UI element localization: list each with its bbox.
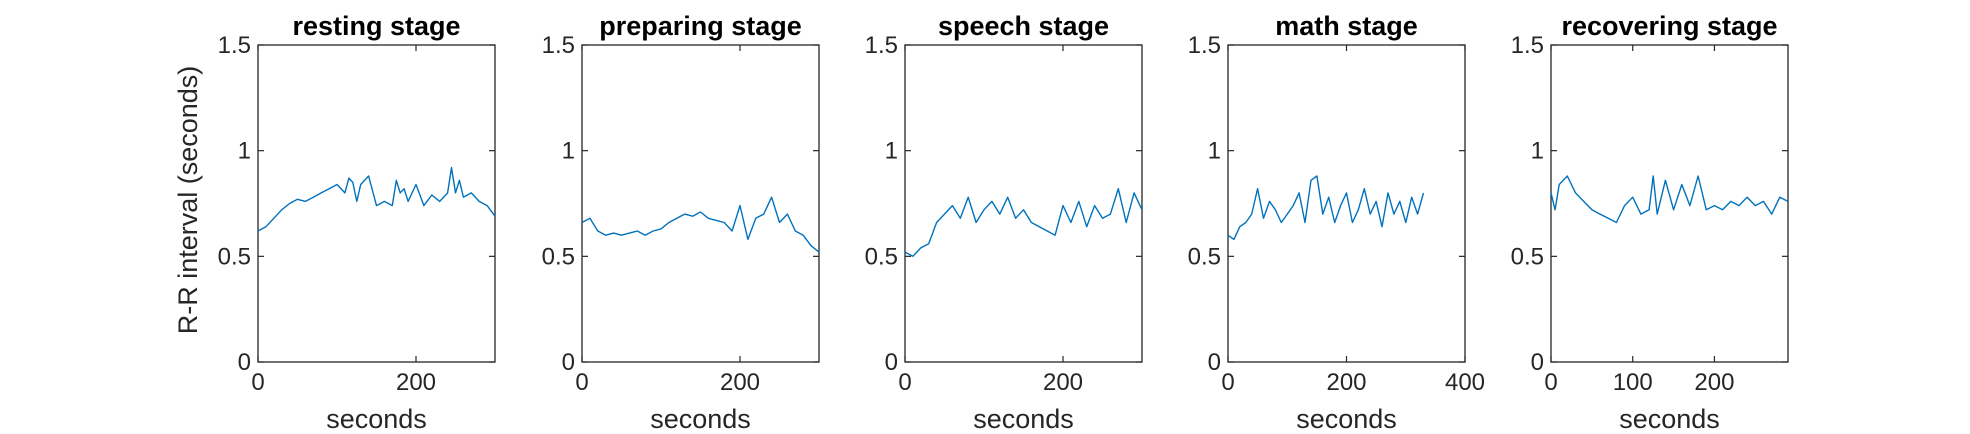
panel-frame (1227, 44, 1466, 363)
x-axis-label: seconds (973, 404, 1074, 434)
panel-title: resting stage (292, 11, 460, 41)
y-tick-label: 1.5 (1511, 32, 1544, 59)
x-tick-label: 0 (251, 369, 264, 396)
y-tick-label: 0.5 (218, 243, 251, 270)
x-tick-label: 200 (1694, 369, 1734, 396)
y-tick-label: 0 (238, 349, 251, 376)
y-tick-label: 0 (1208, 349, 1221, 376)
y-axis-label: R-R interval (seconds) (173, 66, 203, 335)
y-tick-label: 0.5 (1511, 243, 1544, 270)
panel-5: recovering stage 0 0.5 1 1.5 0 100 200 seconds (1511, 11, 1789, 434)
y-tick-label: 0 (562, 349, 575, 376)
rr-interval-trace (581, 196, 820, 253)
x-axis-label: seconds (1619, 404, 1720, 434)
y-tick-label: 1 (562, 138, 575, 165)
x-tick-label: 0 (575, 369, 588, 396)
rr-interval-trace (1227, 175, 1425, 241)
y-tick-label: 1 (885, 138, 898, 165)
rr-interval-trace (1550, 175, 1789, 224)
panel-title: preparing stage (599, 11, 802, 41)
x-axis-label: seconds (650, 404, 751, 434)
rr-interval-trace (257, 166, 496, 232)
panel-2: preparing stage 0 0.5 1 1.5 0 200 seconds (542, 11, 820, 434)
y-tick-label: 0.5 (1188, 243, 1221, 270)
y-tick-label: 1.5 (542, 32, 575, 59)
y-tick-label: 0 (1531, 349, 1544, 376)
panel-4: math stage 0 0.5 1 1.5 0 200 400 seconds (1188, 11, 1485, 434)
x-tick-label: 0 (1544, 369, 1557, 396)
y-tick-label: 1 (1208, 138, 1221, 165)
panel-frame (1550, 44, 1789, 363)
x-tick-label: 0 (1221, 369, 1234, 396)
y-tick-label: 0 (885, 349, 898, 376)
x-tick-label: 100 (1613, 369, 1653, 396)
y-tick-label: 1.5 (865, 32, 898, 59)
y-tick-label: 1.5 (218, 32, 251, 59)
panel-frame (581, 44, 820, 363)
panel-1: resting stage 0 0.5 1 1.5 0 200 seconds (218, 11, 496, 434)
x-tick-label: 200 (720, 369, 760, 396)
y-tick-label: 1 (238, 138, 251, 165)
y-tick-label: 0.5 (542, 243, 575, 270)
rr-interval-trace (904, 187, 1143, 257)
panel-3: speech stage 0 0.5 1 1.5 0 200 seconds (865, 11, 1143, 434)
x-axis-label: seconds (1296, 404, 1397, 434)
panel-title: recovering stage (1561, 11, 1777, 41)
x-tick-label: 200 (396, 369, 436, 396)
x-tick-label: 200 (1043, 369, 1083, 396)
panel-frame (904, 44, 1143, 363)
x-tick-label: 0 (898, 369, 911, 396)
panel-title: math stage (1275, 11, 1418, 41)
panel-title: speech stage (938, 11, 1109, 41)
y-tick-label: 0.5 (865, 243, 898, 270)
y-tick-label: 1 (1531, 138, 1544, 165)
x-tick-label: 400 (1445, 369, 1485, 396)
x-axis-label: seconds (326, 404, 427, 434)
y-tick-label: 1.5 (1188, 32, 1221, 59)
x-tick-label: 200 (1326, 369, 1366, 396)
